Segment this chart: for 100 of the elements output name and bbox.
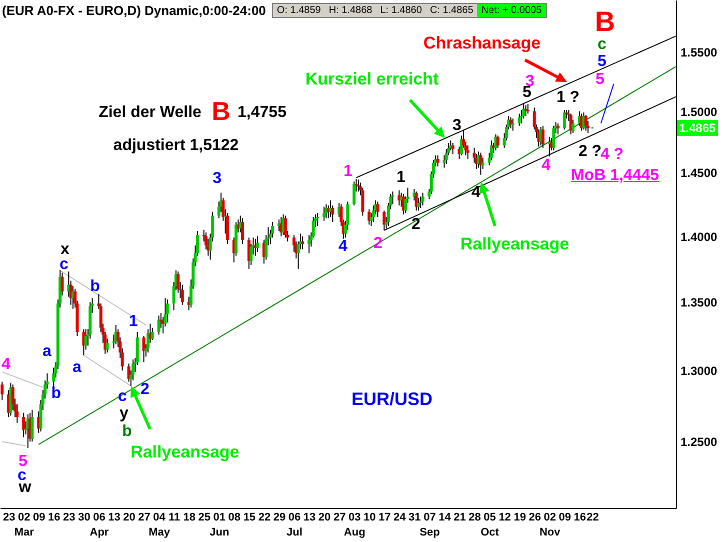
candlestick — [150, 327, 154, 341]
x-tick-label: 12 — [498, 512, 511, 524]
x-tick-label: 18 — [183, 512, 196, 524]
annotation: b — [90, 278, 100, 295]
candlestick — [157, 315, 160, 336]
annotation: 1 — [128, 312, 138, 330]
x-tick-label: 15 — [243, 512, 256, 524]
annotation: 3 — [212, 170, 222, 187]
candlestick — [451, 142, 454, 155]
y-tick-label: 1.2500 — [680, 435, 718, 450]
candlestick — [241, 218, 244, 245]
annotation: H: 1.4868 — [328, 4, 374, 17]
candlestick — [541, 125, 544, 148]
annotation: y — [120, 405, 128, 422]
x-tick-label: 14 — [438, 512, 452, 524]
annotation: 4 — [2, 356, 10, 373]
candlestick — [30, 409, 34, 442]
x-tick-label: 25 — [198, 512, 210, 524]
x-tick-label: 30 — [78, 512, 90, 524]
x-tick-label: 19 — [514, 512, 526, 524]
x-tick-label: 20 — [318, 512, 331, 524]
candlestick — [284, 215, 287, 238]
candlestick — [308, 234, 311, 254]
annotation: a — [72, 359, 82, 376]
x-tick-label: 06 Apr — [90, 512, 110, 538]
candlestick — [331, 204, 334, 223]
x-tick-label: 10 — [363, 512, 376, 524]
candlestick — [526, 104, 530, 114]
x-tick-label: 09 — [33, 512, 46, 524]
candlestick — [376, 201, 380, 218]
annotation: Rallyeansage — [130, 442, 240, 462]
candlestick — [490, 140, 493, 161]
candlestick — [509, 116, 512, 129]
x-tick-label: 09 — [558, 512, 572, 524]
x-tick-label: 27 — [333, 512, 346, 524]
annotation: 4 ? — [600, 146, 624, 163]
x-tick-label: 01 Jun — [210, 512, 230, 538]
x-tick-label: 16 — [574, 512, 586, 524]
x-tick-label: 27 — [138, 512, 150, 524]
x-tick-label: 06 Jul — [286, 512, 302, 538]
annotation: O: 1.4859 — [276, 4, 322, 17]
candlestick — [301, 236, 304, 250]
annotation: MoB 1,4445 — [570, 167, 660, 184]
annotation: 5 — [596, 71, 604, 88]
annotation: C: 1.4865 — [428, 4, 474, 17]
x-tick-label: 02 Mar — [14, 512, 35, 538]
x-tick-label: 26 — [528, 512, 541, 524]
annotation: 2 ? — [578, 143, 602, 160]
y-tick-label: 1.3000 — [680, 364, 718, 378]
annotation: 1,4755 — [238, 104, 286, 121]
annotation: Ziel der Welle — [98, 104, 202, 121]
candlestick — [421, 192, 424, 206]
x-tick-label: 20 — [123, 512, 136, 524]
text: 1.4865 — [677, 120, 718, 136]
annotation: 1 — [344, 163, 352, 180]
candlestick — [436, 154, 440, 167]
annotation: EUR/USD — [351, 389, 433, 409]
x-tick-label: 23 — [63, 512, 76, 524]
x-tick-label: 23 — [2, 512, 16, 524]
annotation: x — [60, 241, 70, 258]
candlestick — [584, 114, 588, 132]
x-tick-label: 05 Oct — [480, 512, 500, 538]
annotation: 2 — [140, 380, 150, 398]
annotation: 1 ? — [556, 89, 580, 106]
annotation: 3 — [452, 117, 462, 134]
annotation: 2 — [412, 216, 420, 233]
candlestick — [522, 103, 526, 120]
y-tick-label: 1.5000 — [680, 104, 718, 119]
y-tick-label: 1.3500 — [680, 296, 718, 310]
candlestick — [562, 110, 566, 130]
candlestick — [22, 412, 26, 438]
y-tick-label: 1.5500 — [680, 45, 718, 60]
x-tick-label: 22 — [586, 512, 599, 524]
candlestick — [180, 284, 184, 306]
annotation: Chrashansage — [423, 34, 541, 52]
candlestick — [142, 336, 146, 363]
annotation: Net: + 0.0005 — [477, 4, 546, 17]
candlestick — [256, 236, 260, 252]
annotation: 5 — [598, 53, 606, 70]
annotation: B — [594, 6, 616, 37]
candlestick — [352, 180, 356, 206]
candlestick — [372, 204, 375, 223]
annotation: 4 — [338, 238, 348, 255]
x-tick-label: 22 — [258, 512, 271, 524]
x-tick-label: 31 — [408, 512, 421, 524]
candlestick — [466, 144, 470, 160]
annotation: b — [122, 423, 132, 440]
candlestick — [166, 298, 169, 323]
annotation: 1 — [396, 169, 406, 186]
y-tick-label: 1.4000 — [680, 230, 718, 244]
x-tick-label: 13 — [108, 512, 120, 524]
candlestick — [322, 206, 326, 222]
annotation: c — [598, 36, 606, 53]
candlestick — [368, 208, 371, 226]
x-tick-label: 16 — [48, 512, 60, 524]
annotation: c — [60, 256, 68, 273]
annotation: Kursziel erreicht — [305, 70, 439, 88]
x-tick-label: 24 — [394, 512, 407, 524]
annotation: 4 — [542, 157, 550, 174]
annotation: b — [51, 384, 62, 402]
